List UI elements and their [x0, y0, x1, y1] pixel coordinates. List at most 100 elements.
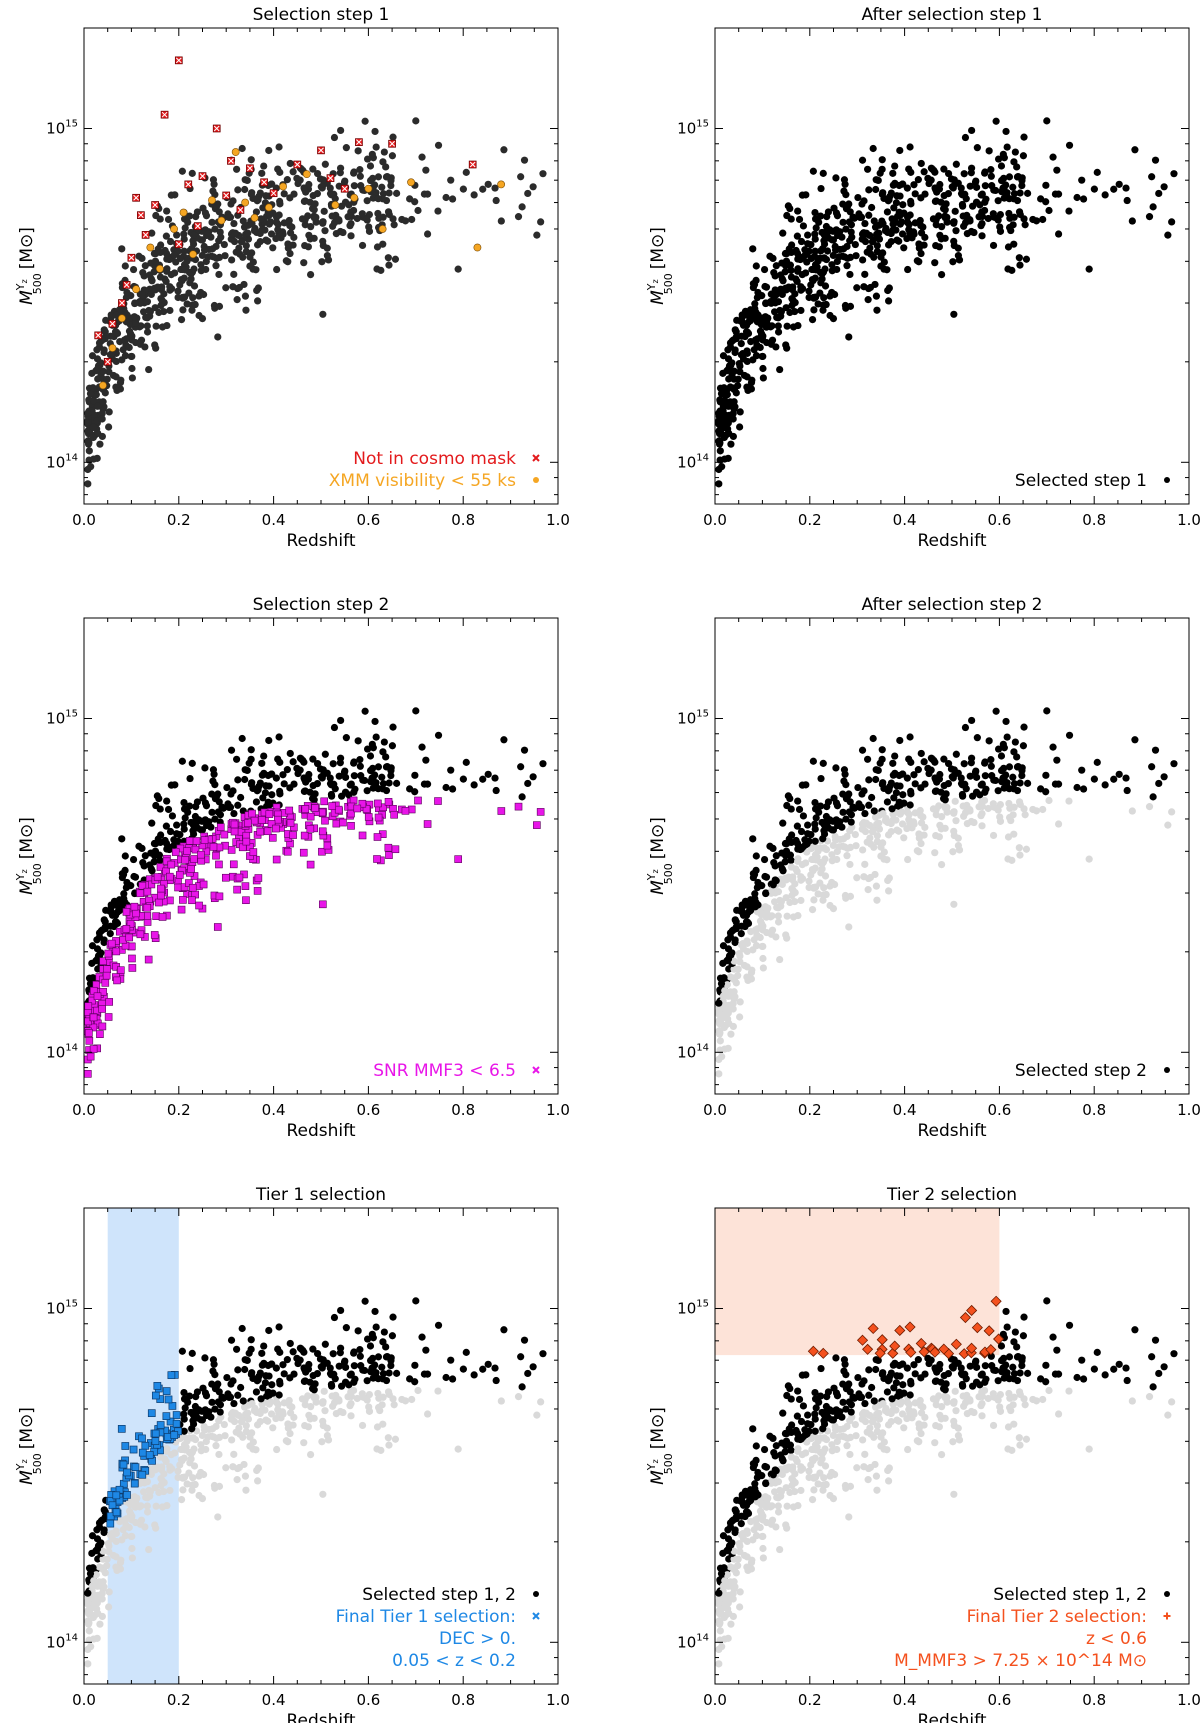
data-point — [779, 819, 787, 827]
data-point — [491, 1364, 499, 1372]
data-point — [1016, 189, 1024, 197]
data-point — [861, 237, 870, 246]
data-point — [517, 763, 525, 771]
data-point — [1065, 797, 1073, 805]
data-point — [917, 819, 926, 827]
data-point — [87, 1643, 95, 1651]
xmm-visibility-point — [264, 203, 273, 212]
data-point — [885, 887, 893, 895]
data-point — [1015, 208, 1024, 216]
data-point — [201, 1389, 210, 1397]
data-point — [174, 1467, 182, 1475]
x-tick-label: 0.2 — [167, 511, 191, 529]
x-tick-label: 0.0 — [72, 511, 96, 529]
tier1-point — [172, 1411, 181, 1419]
data-point — [941, 796, 949, 804]
data-point — [885, 1477, 893, 1485]
data-point — [244, 1409, 252, 1417]
data-point — [783, 912, 791, 920]
data-point — [223, 783, 231, 792]
tier1-point — [123, 1491, 131, 1499]
data-point — [1155, 189, 1163, 198]
data-point — [987, 172, 995, 180]
data-point — [1020, 215, 1028, 223]
data-point — [921, 780, 929, 788]
data-point — [883, 798, 892, 806]
data-point — [1151, 746, 1160, 754]
data-point — [434, 731, 443, 739]
data-point — [949, 1438, 957, 1446]
data-point — [235, 283, 244, 292]
data-point — [812, 224, 820, 232]
data-point — [809, 167, 817, 175]
data-point — [220, 240, 228, 249]
data-point — [365, 223, 373, 231]
data-point — [797, 283, 805, 291]
data-point — [190, 1445, 198, 1453]
data-point — [215, 270, 223, 279]
data-point — [849, 213, 857, 221]
data-point — [373, 265, 381, 273]
data-point — [950, 310, 958, 318]
data-point — [211, 815, 219, 823]
data-point — [258, 1406, 266, 1414]
data-point — [313, 189, 322, 198]
snr-cut-point — [185, 837, 194, 845]
data-point — [915, 258, 923, 266]
data-point — [785, 283, 793, 291]
data-point — [362, 1395, 371, 1403]
data-point — [378, 773, 386, 781]
data-point — [221, 1432, 229, 1440]
data-point — [90, 1635, 98, 1643]
data-point — [230, 270, 238, 278]
tier1-point — [138, 1434, 146, 1443]
data-point — [782, 341, 790, 349]
data-point — [358, 241, 367, 250]
data-point — [241, 1472, 250, 1480]
x-tick-label: 0.6 — [987, 1101, 1011, 1119]
data-point — [1149, 203, 1157, 211]
data-point — [959, 212, 967, 220]
data-point — [819, 896, 827, 904]
data-point — [102, 316, 110, 324]
data-point — [93, 1582, 102, 1590]
data-point — [120, 890, 128, 898]
data-point — [878, 156, 886, 164]
data-point — [434, 1321, 443, 1329]
data-point — [993, 805, 1002, 813]
data-point — [783, 801, 791, 810]
data-point — [174, 293, 182, 302]
data-point — [760, 855, 769, 864]
data-point — [237, 1383, 245, 1392]
data-point — [751, 300, 759, 308]
data-point — [93, 945, 102, 953]
data-point — [152, 249, 160, 258]
data-point — [732, 979, 740, 987]
legend-marker — [1164, 1067, 1170, 1073]
data-point — [250, 1407, 259, 1415]
data-point — [340, 178, 349, 186]
data-point — [289, 1348, 297, 1356]
data-point — [286, 749, 294, 758]
data-point — [1073, 1373, 1081, 1382]
data-point — [896, 801, 905, 809]
data-point — [112, 357, 120, 366]
data-point — [132, 319, 140, 327]
data-point — [985, 147, 993, 155]
data-point — [839, 808, 847, 816]
data-point — [748, 376, 756, 384]
data-point — [1021, 811, 1029, 819]
data-point — [184, 1398, 192, 1406]
data-point — [306, 1415, 314, 1423]
data-point — [987, 1352, 995, 1360]
data-point — [228, 256, 236, 264]
data-point — [804, 240, 812, 248]
data-point — [185, 802, 194, 810]
data-point — [1016, 851, 1024, 859]
data-point — [843, 852, 851, 860]
data-point — [757, 330, 766, 338]
data-point — [1115, 770, 1123, 778]
data-point — [227, 1336, 236, 1344]
data-point — [1164, 231, 1172, 239]
data-point — [767, 299, 775, 307]
